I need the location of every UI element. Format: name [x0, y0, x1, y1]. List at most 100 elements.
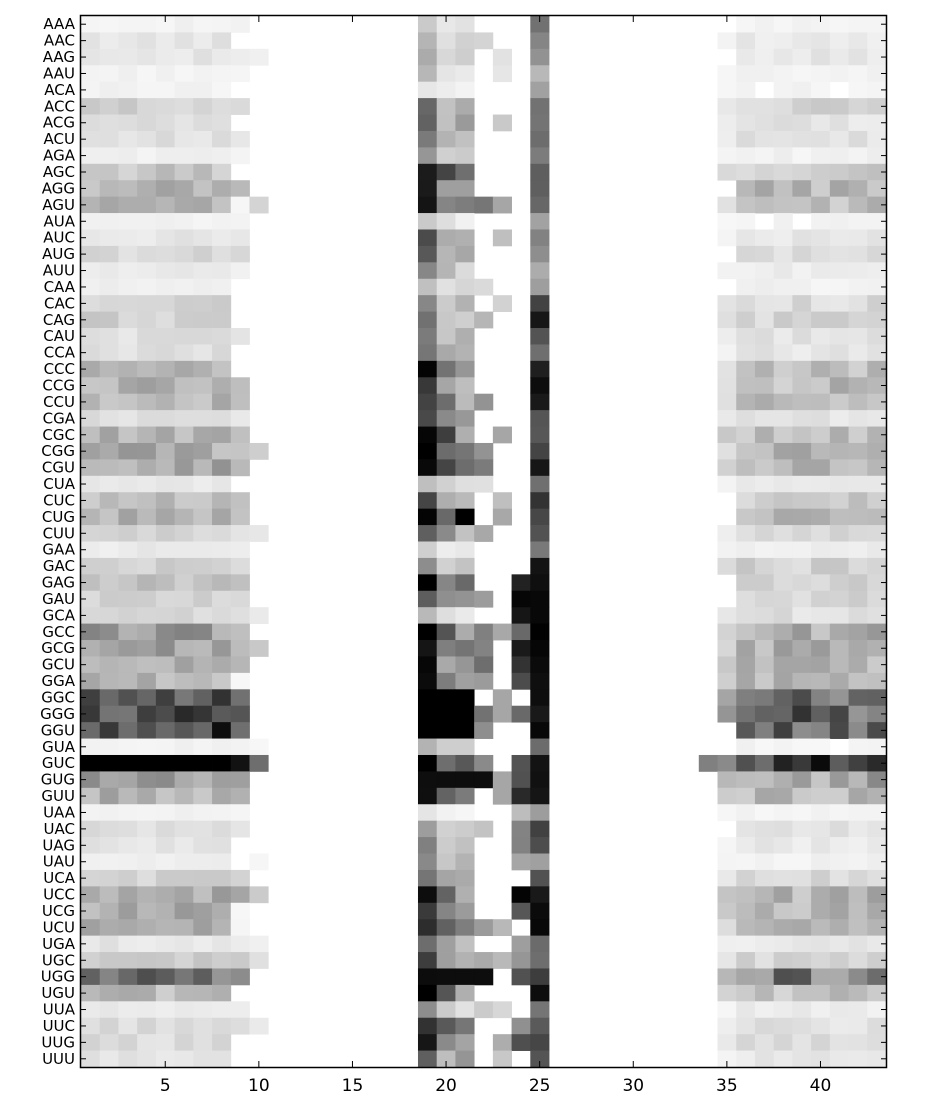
heatmap-cell: [474, 820, 494, 838]
heatmap-cell: [81, 147, 101, 165]
heatmap-cell: [193, 787, 213, 805]
heatmap-cell: [792, 837, 812, 854]
heatmap-cell: [867, 984, 887, 1002]
heatmap-cell: [193, 1017, 213, 1035]
heatmap-cell: [249, 886, 269, 904]
heatmap-cell: [530, 163, 550, 181]
heatmap-cell: [773, 344, 793, 362]
heatmap-cell: [717, 262, 737, 280]
heatmap-cell: [717, 952, 737, 969]
y-tick-label: UAA: [43, 803, 76, 821]
heatmap-cell: [417, 787, 438, 805]
heatmap-cell: [81, 557, 101, 575]
heatmap-cell: [137, 475, 157, 493]
heatmap-cell: [81, 163, 101, 181]
heatmap-cell: [717, 32, 737, 50]
heatmap-cell: [81, 1017, 101, 1035]
y-tick-label: UCU: [43, 918, 75, 936]
heatmap-cell: [736, 837, 756, 854]
heatmap-cell: [811, 426, 831, 444]
heatmap-cell: [212, 328, 232, 345]
heatmap-cell: [829, 475, 849, 493]
heatmap-cell: [474, 640, 494, 657]
heatmap-cell: [118, 360, 138, 378]
heatmap-cell: [717, 525, 737, 542]
heatmap-cell: [193, 820, 213, 838]
heatmap-cell: [193, 459, 213, 477]
heatmap-cell: [848, 48, 868, 66]
y-tick-label: GCU: [42, 656, 75, 674]
heatmap-cell: [455, 377, 475, 395]
heatmap-cell: [81, 180, 101, 198]
heatmap-cell: [99, 1050, 119, 1068]
heatmap-cell: [137, 426, 157, 444]
heatmap-cell: [530, 541, 550, 559]
heatmap-cell: [155, 16, 175, 33]
heatmap-cell: [754, 525, 775, 542]
heatmap-cell: [230, 557, 250, 575]
heatmap-cell: [792, 935, 812, 953]
heatmap-cell: [118, 640, 138, 657]
heatmap-cell: [455, 952, 475, 969]
heatmap-cell: [848, 672, 868, 690]
heatmap-cell: [867, 968, 887, 986]
heatmap-cell: [417, 607, 438, 625]
heatmap-cell: [848, 328, 868, 345]
heatmap-cell: [230, 886, 250, 904]
heatmap-cell: [754, 804, 775, 822]
heatmap-cell: [81, 886, 101, 904]
heatmap-cell: [754, 722, 775, 739]
heatmap-cell: [773, 163, 793, 181]
y-tick-label: ACU: [44, 130, 75, 148]
heatmap-cell: [829, 837, 849, 854]
heatmap-cell: [155, 738, 175, 756]
heatmap-cell: [530, 952, 550, 969]
heatmap-cell: [193, 837, 213, 854]
heatmap-cell: [137, 705, 157, 723]
heatmap-cell: [773, 1050, 793, 1068]
heatmap-cell: [249, 952, 269, 969]
heatmap-cell: [174, 245, 194, 263]
heatmap-cell: [848, 508, 868, 526]
heatmap-cell: [773, 48, 793, 66]
heatmap-cell: [81, 705, 101, 723]
heatmap-cell: [417, 410, 438, 427]
heatmap-cell: [230, 426, 250, 444]
heatmap-cell: [212, 508, 232, 526]
heatmap-cell: [155, 902, 175, 920]
heatmap-cell: [417, 1034, 438, 1051]
heatmap-cell: [155, 65, 175, 83]
heatmap-cell: [193, 853, 213, 871]
heatmap-cell: [137, 984, 157, 1002]
heatmap-cell: [455, 459, 475, 477]
heatmap-cell: [193, 65, 213, 83]
y-tick-label: UUC: [43, 1017, 75, 1035]
heatmap-cell: [867, 705, 887, 723]
heatmap-cell: [811, 295, 831, 312]
heatmap-cell: [811, 475, 831, 493]
heatmap-cell: [99, 984, 119, 1002]
heatmap-cell: [230, 541, 250, 559]
heatmap-cell: [792, 968, 812, 986]
heatmap-cell: [436, 689, 456, 707]
heatmap-cell: [773, 738, 793, 756]
heatmap-cell: [417, 459, 438, 477]
heatmap-cell: [230, 229, 250, 247]
heatmap-cell: [230, 65, 250, 83]
heatmap-cell: [99, 869, 119, 887]
heatmap-cell: [848, 262, 868, 280]
heatmap-cell: [736, 869, 756, 887]
heatmap-cell: [492, 114, 512, 132]
heatmap-cell: [249, 196, 269, 214]
heatmap-cell: [417, 213, 438, 230]
y-tick-label: CCA: [44, 344, 76, 362]
heatmap-cell: [811, 459, 831, 477]
heatmap-cell: [717, 656, 737, 674]
heatmap-cell: [736, 804, 756, 822]
heatmap-cell: [530, 1034, 550, 1051]
heatmap-cell: [829, 787, 849, 805]
heatmap-cell: [118, 459, 138, 477]
heatmap-cell: [118, 426, 138, 444]
heatmap-cell: [193, 377, 213, 395]
heatmap-cell: [717, 672, 737, 690]
